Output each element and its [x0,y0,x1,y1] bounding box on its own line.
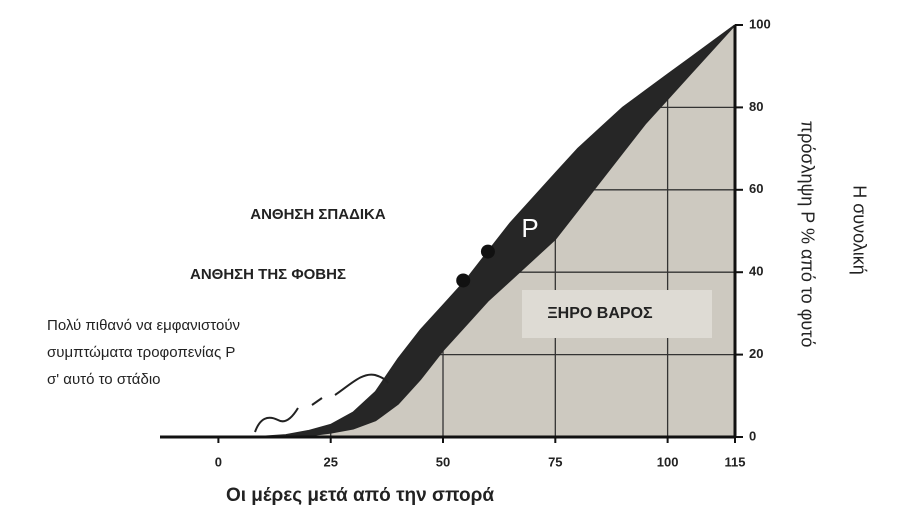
y-axis-label: πρόσληψη P % από το φυτό [797,121,817,348]
note: συμπτώματα τροφοπενίας P [47,344,235,361]
p-band [254,25,736,437]
x-tick-label: 115 [725,454,746,469]
x-tick-label: 100 [657,454,679,469]
series-label: P [521,213,538,243]
x-tick-label: 0 [215,454,222,469]
label-box [522,290,712,338]
note: Πολύ πιθανό να εμφανιστούν [47,317,240,334]
x-tick-label: 50 [436,454,450,469]
x-axis-label: Οι μέρες μετά από την σπορά [226,485,494,506]
decoration [311,397,323,406]
x-tick-label: 75 [548,454,562,469]
y-tick-label: 20 [749,346,763,361]
decoration [254,407,299,433]
point [456,273,471,288]
series-label: ΞΗΡΟ ΒΑΡΟΣ [547,305,653,322]
y-tick-label: 0 [749,428,756,443]
series-line [254,24,736,438]
y-tick-label: 80 [749,99,763,114]
x-tick-label: 25 [323,454,337,469]
y-tick-label: 100 [749,16,771,31]
y-axis-label: Η συνολική [849,185,869,275]
note: σ' αυτό το στάδιο [47,371,161,388]
annotation: ΑΝΘΗΣΗ ΤΗΣ ΦΟΒΗΣ [190,266,346,283]
y-tick-label: 60 [749,181,763,196]
fills [254,25,736,437]
series-line [254,24,736,438]
point [480,244,495,259]
y-tick-label: 40 [749,264,763,279]
annotation: ΑΝΘΗΣΗ ΣΠΑΔΙΚΑ [250,206,386,223]
decoration [334,373,389,396]
